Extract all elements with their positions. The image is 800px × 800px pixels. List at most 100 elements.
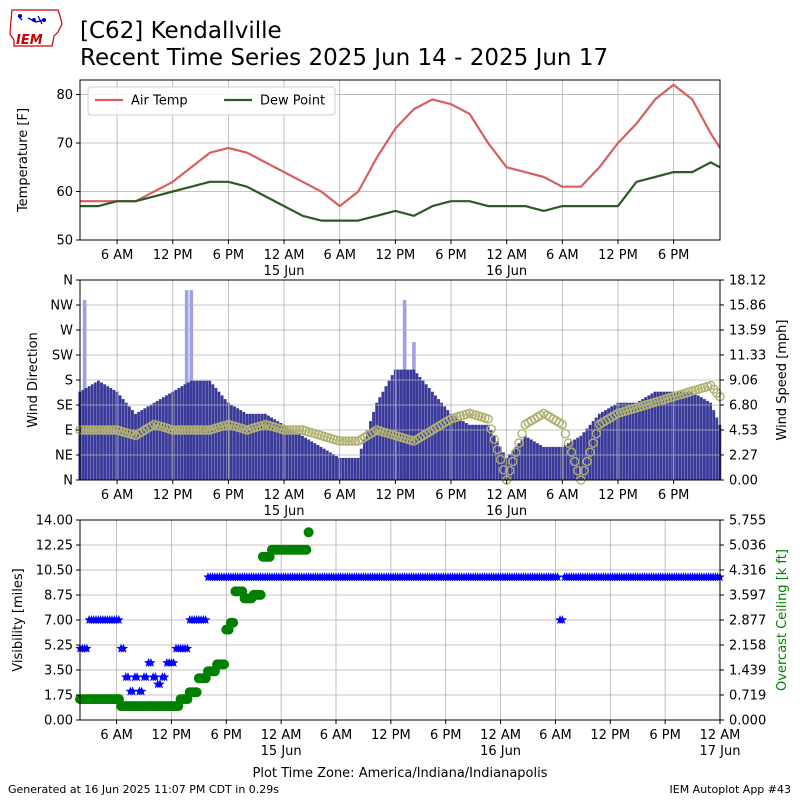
wind-direction-point: [93, 425, 104, 435]
wind-speed-bar: [554, 446, 558, 480]
vis-tick-label-7: 12.25: [36, 539, 73, 554]
wind-direction-point: [591, 429, 601, 439]
ceiling-tick-label-2: 1.439: [729, 663, 766, 678]
wind-speed-bar: [452, 415, 456, 480]
wind-speed-bar: [375, 402, 379, 480]
vis-xdate-label-1: 16 Jun: [480, 744, 521, 759]
wind-direction-point: [492, 444, 503, 455]
wind-direction-point: [192, 425, 203, 435]
wind-speed-bar: [542, 446, 546, 480]
wind-speed-bar: [140, 410, 144, 480]
wind-xtick-label-0: 6 AM: [101, 488, 134, 503]
ceiling-tick-label-0: 0.000: [729, 714, 766, 729]
wind-gust-bar: [184, 290, 189, 480]
visibility-point: [82, 643, 92, 653]
wind-direction-point: [180, 425, 190, 435]
wind-speed-bar: [675, 391, 679, 480]
wind-speed-bar: [220, 395, 224, 480]
wind-speed-bar: [668, 391, 672, 480]
wind-speed-bar: [131, 410, 134, 480]
temp-xtick-label-1: 12 PM: [153, 248, 193, 263]
wind-xtick-label-6: 6 PM: [435, 488, 466, 503]
chart-canvas: 50 60 70 80 6 AM 12 PM 6 PM 12 AM 6 AM 12 PM 6 PM 1…: [11, 79, 790, 780]
vis-xtick-label-9: 12 PM: [590, 728, 630, 743]
visibility-point: [141, 672, 151, 682]
ceiling-tick-label-3: 2.158: [729, 639, 766, 654]
visibility-point: [118, 643, 129, 653]
wind-speed-bar: [257, 413, 261, 480]
vis-xtick-label-3: 12 AM: [261, 728, 302, 743]
temp-ytick-label-3: 80: [56, 88, 73, 103]
chart-title-line-2: Recent Time Series 2025 Jun 14 - 2025 Ju…: [80, 45, 609, 71]
wind-speed-bar: [548, 446, 552, 480]
wind-speed-bar: [146, 406, 150, 480]
wind-speed-bar: [152, 402, 156, 480]
wind-direction-point: [186, 425, 197, 435]
wind-speed-bar: [650, 393, 654, 480]
wind-speed-bar: [693, 393, 697, 480]
vis-xtick-label-7: 12 AM: [480, 728, 521, 743]
wind-speed-bar: [532, 441, 536, 480]
visibility-point: [553, 572, 563, 582]
wind-speed-bar: [214, 388, 218, 480]
wind-xtick-label-8: 6 AM: [546, 488, 579, 503]
wind-speed-bar: [390, 375, 394, 480]
wind-direction-point: [570, 456, 580, 467]
wind-speed-bar: [372, 411, 376, 480]
wind-speed-bar: [622, 402, 626, 480]
vis-tick-label-2: 3.50: [44, 664, 73, 679]
wind-speed-bar: [638, 400, 641, 480]
footer-generated: Generated at 16 Jun 2025 11:07 PM CDT in…: [8, 783, 280, 796]
wind-speed-bar: [165, 395, 168, 480]
wind-speed-bar: [285, 426, 289, 480]
wind-speed-bar: [573, 439, 576, 480]
ceiling-point: [191, 687, 202, 698]
wind-direction-point: [87, 425, 98, 435]
wind-speed-bar: [715, 417, 719, 480]
wind-speed-bar: [127, 406, 131, 480]
temp-xtick-label-0: 6 AM: [101, 248, 134, 263]
wind-speed-bar: [316, 445, 320, 480]
wind-dir-tick-label-6: W: [60, 324, 73, 339]
wind-speed-bar: [288, 428, 292, 480]
visibility-point: [146, 657, 156, 667]
wind-speed-bar: [350, 457, 354, 480]
ceiling-point: [255, 589, 266, 600]
wind-speed-bar: [641, 399, 644, 480]
wind-speed-bar: [328, 452, 332, 480]
visibility-point: [127, 686, 138, 696]
vis-tick-label-5: 8.75: [44, 589, 73, 604]
wind-direction-point: [174, 425, 184, 435]
wind-speed-bar: [600, 411, 604, 480]
temp-ylabel: Temperature [F]: [16, 108, 31, 213]
wind-xtick-label-1: 12 PM: [153, 488, 193, 503]
temp-xtick-label-3: 12 AM: [264, 248, 305, 263]
wind-direction-point: [279, 425, 289, 435]
wind-speed-bar: [242, 411, 246, 480]
wind-direction-point: [566, 447, 577, 457]
wind-dir-tick-label-5: SW: [52, 349, 73, 364]
wind-speed-bar: [313, 443, 317, 480]
vis-xtick-label-2: 6 PM: [211, 728, 242, 743]
wind-speed-bar: [684, 391, 688, 480]
wind-xdate-label-1: 16 Jun: [486, 504, 527, 519]
wind-speed-bar: [279, 423, 283, 480]
wind-speed-bar: [118, 395, 122, 480]
wind-direction-point: [498, 465, 509, 475]
wind-speed-bar: [331, 454, 335, 480]
wind-speed-bar: [270, 417, 273, 480]
wind-speed-bar: [174, 389, 178, 480]
temp-xtick-label-5: 12 PM: [375, 248, 415, 263]
wind-speed-bar: [563, 445, 567, 480]
wind-speed-bar: [474, 424, 478, 480]
visibility-point: [159, 672, 170, 682]
temp-plot-frame: [79, 79, 721, 241]
wind-direction-point: [579, 466, 589, 476]
wind-speed-bar: [267, 415, 270, 480]
wind-speed-bar: [434, 395, 437, 480]
wind-speed-bar: [418, 377, 422, 480]
wind-speed-bar: [526, 437, 530, 480]
wind-direction-point: [177, 425, 187, 435]
wind-speed-bar: [396, 369, 400, 480]
vis-xtick-label-8: 6 AM: [539, 728, 572, 743]
